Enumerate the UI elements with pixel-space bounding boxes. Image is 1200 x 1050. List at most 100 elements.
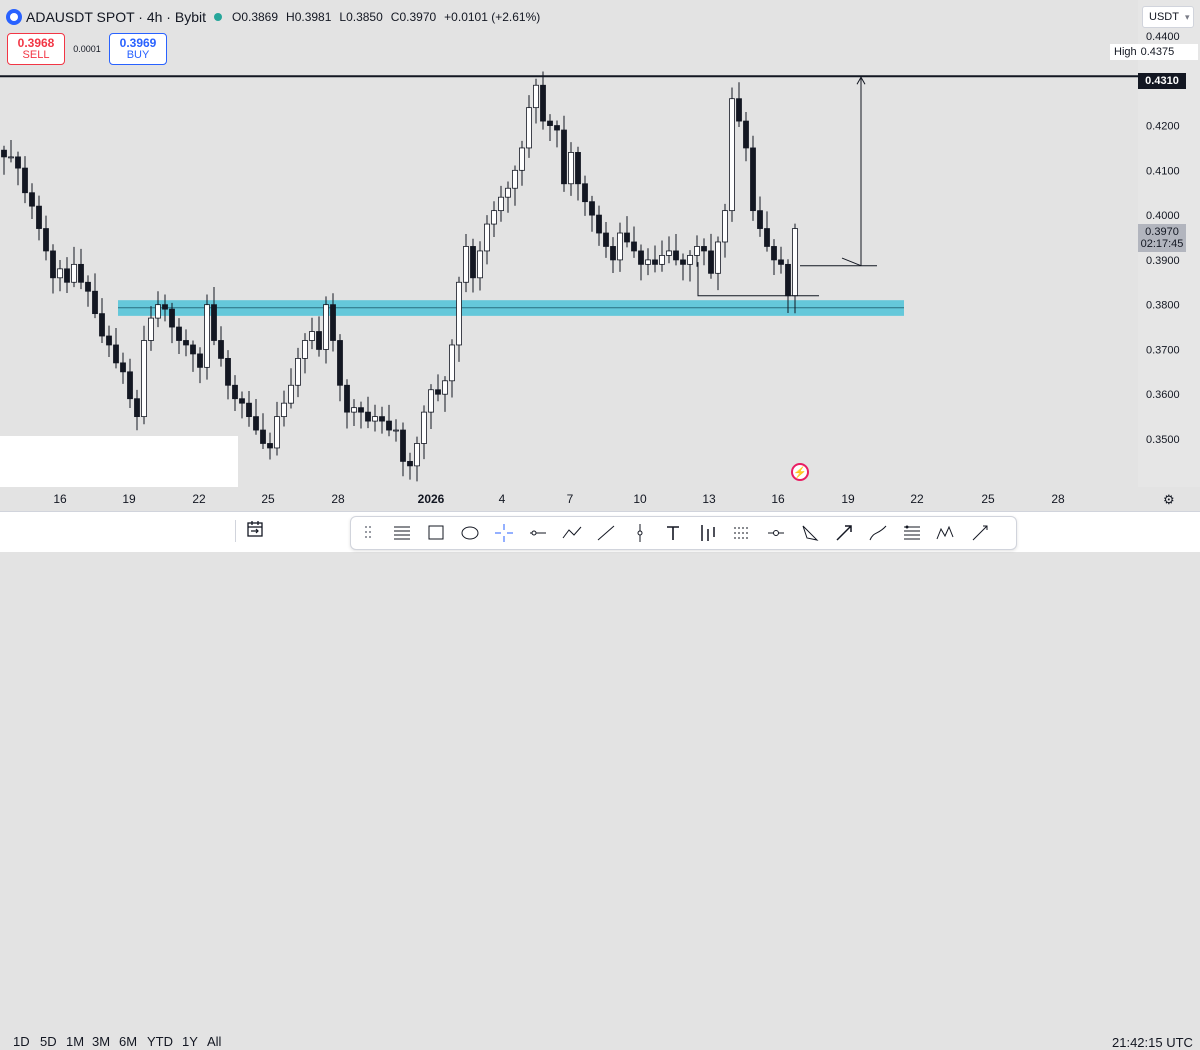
- candle-body: [778, 259, 784, 265]
- range-6m[interactable]: 6M: [119, 1034, 138, 1049]
- candle-body: [29, 192, 35, 207]
- pattern-icon[interactable]: [933, 521, 959, 545]
- candle-body: [15, 156, 21, 169]
- candle-body: [239, 398, 245, 404]
- candle-body: [302, 340, 308, 359]
- sell-label: SELL: [22, 49, 50, 61]
- candle-body: [456, 281, 462, 346]
- candle-body: [386, 420, 392, 431]
- horizontal-lines-icon[interactable]: [389, 521, 415, 545]
- currency-select-value: USDT: [1149, 11, 1179, 23]
- spread-value: 0.0001: [73, 44, 101, 54]
- candle-body: [337, 340, 343, 386]
- candle-body: [673, 250, 679, 261]
- time-tick-label: 22: [910, 492, 924, 506]
- chart-area[interactable]: ⚡: [0, 0, 1138, 487]
- candle-body: [428, 389, 434, 413]
- price-chart[interactable]: [0, 0, 1138, 487]
- rectangle-icon[interactable]: [423, 521, 449, 545]
- candle-body: [470, 246, 476, 279]
- text-tool-icon[interactable]: [661, 521, 687, 545]
- price-tick-label: 0.3800: [1146, 300, 1180, 312]
- range-1m[interactable]: 1M: [66, 1034, 85, 1049]
- triangle-icon[interactable]: [797, 521, 823, 545]
- candle-body: [393, 429, 399, 432]
- candle-body: [78, 263, 84, 283]
- drag-handle-icon[interactable]: [355, 521, 381, 545]
- price-scale-labels: 0.4400 0.4200 0.4100 0.4000 0.3900 0.3800 0.37…: [1146, 31, 1180, 446]
- candle-body: [561, 129, 567, 185]
- candle-body: [533, 84, 539, 109]
- candle-body: [246, 402, 252, 418]
- time-tick-label: 4: [498, 492, 506, 506]
- time-tick-label: 28: [331, 492, 345, 506]
- candle-body: [260, 429, 266, 444]
- arrow-line-icon[interactable]: [831, 521, 857, 545]
- trend-line-icon[interactable]: [593, 521, 619, 545]
- candle-body: [253, 416, 259, 431]
- high-label-name: High: [1114, 46, 1137, 58]
- candle-body: [134, 398, 140, 418]
- candle-body: [568, 152, 574, 185]
- buy-price: 0.3969: [119, 36, 157, 50]
- bar-countdown: 02:17:45: [1140, 238, 1184, 250]
- brush-icon[interactable]: [967, 521, 993, 545]
- time-tick-label: 10: [633, 492, 647, 506]
- price-label-icon[interactable]: [695, 521, 721, 545]
- polyline-icon[interactable]: [559, 521, 585, 545]
- buy-button[interactable]: 0.3969 BUY: [109, 33, 167, 65]
- candle-body: [106, 335, 112, 346]
- horizontal-ray-icon[interactable]: [525, 521, 551, 545]
- candle-body: [484, 223, 490, 252]
- horizontal-ray-point-icon[interactable]: [763, 521, 789, 545]
- symbol-title[interactable]: ADAUSDT SPOT · 4h · Bybit: [26, 9, 206, 25]
- candle-body: [449, 344, 455, 382]
- vertical-line-icon[interactable]: [627, 521, 653, 545]
- currency-select[interactable]: USDT ▾: [1142, 6, 1194, 28]
- crosshair-icon[interactable]: [491, 521, 517, 545]
- candle-body: [113, 344, 119, 364]
- candle-body: [659, 255, 665, 265]
- time-axis[interactable]: 16 19 22 25 28 2026 4 7 10 13 16 19 22 25 28: [0, 487, 1200, 511]
- settings-gear-icon[interactable]: ⚙: [1163, 492, 1175, 507]
- path-icon[interactable]: [865, 521, 891, 545]
- candle-body: [512, 169, 518, 189]
- candle-body: [127, 371, 133, 400]
- range-1y[interactable]: 1Y: [182, 1034, 198, 1049]
- candle-body: [99, 313, 105, 337]
- range-1d[interactable]: 1D: [13, 1034, 30, 1049]
- candle-body: [365, 411, 371, 422]
- candle-body: [666, 250, 672, 256]
- fib-retracement-icon[interactable]: [899, 521, 925, 545]
- range-5d[interactable]: 5D: [40, 1034, 57, 1049]
- range-3m[interactable]: 3M: [92, 1034, 111, 1049]
- drawing-toolbar: [350, 516, 1017, 550]
- candle-body: [204, 304, 210, 368]
- candle-body: [708, 250, 714, 274]
- current-price: 0.3970: [1145, 226, 1179, 238]
- market-status-icon: [213, 13, 222, 21]
- utc-clock[interactable]: 21:42:15 UTC: [1112, 1035, 1193, 1050]
- ellipse-icon[interactable]: [457, 521, 483, 545]
- projection-arrow-head: [856, 76, 866, 85]
- cardano-logo-icon: [6, 9, 22, 25]
- candle-body: [715, 241, 721, 274]
- candle-body: [631, 241, 637, 252]
- time-tick-label: 16: [53, 492, 67, 506]
- flash-icon[interactable]: ⚡: [791, 463, 809, 481]
- parallel-channel-icon[interactable]: [729, 521, 755, 545]
- candle-body: [421, 411, 427, 444]
- candle-body: [309, 331, 315, 341]
- candle-body: [351, 407, 357, 413]
- sell-button[interactable]: 0.3968 SELL: [7, 33, 65, 65]
- goto-date-icon[interactable]: [245, 519, 265, 544]
- candle-body: [617, 232, 623, 261]
- candle-body: [267, 443, 273, 449]
- candle-body: [764, 228, 770, 247]
- price-tick-label: 0.3500: [1146, 434, 1180, 446]
- toolbar-divider: [235, 520, 236, 542]
- range-all[interactable]: All: [207, 1034, 222, 1049]
- candle-body: [540, 84, 546, 122]
- legend-close: C0.3970: [390, 10, 437, 24]
- range-ytd[interactable]: YTD: [147, 1034, 173, 1049]
